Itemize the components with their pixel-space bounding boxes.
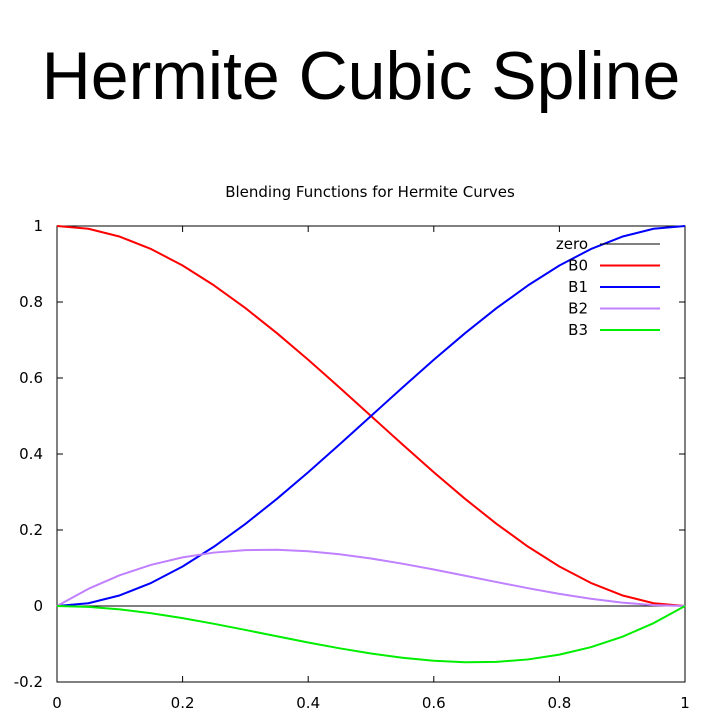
legend-label-b2: B2 — [568, 300, 588, 318]
slide-title: Hermite Cubic Spline — [41, 38, 681, 114]
legend-label-b0: B0 — [568, 257, 588, 275]
series-line-b2 — [56, 548, 686, 607]
y-tick-label: 0 — [33, 597, 43, 615]
chart-title: Blending Functions for Hermite Curves — [225, 183, 515, 201]
x-tick-label: 0 — [52, 694, 62, 712]
y-tick-label: 1 — [33, 217, 43, 235]
x-tick-label: 0.8 — [547, 694, 571, 712]
y-tick-label: 0.6 — [19, 369, 43, 387]
y-tick-label: -0.2 — [14, 673, 43, 691]
series-line-b1 — [56, 225, 686, 607]
tick-labels: 0 0.2 0.4 0.6 0.8 1 -0.2 0 0.2 0.4 0.6 0.8 1 — [14, 217, 690, 712]
legend: zero B0 B1 B2 B3 — [556, 235, 660, 339]
x-tick-label: 0.2 — [171, 694, 195, 712]
legend-label-zero: zero — [556, 235, 588, 253]
y-tick-label: 0.4 — [19, 445, 43, 463]
x-tick-label: 0.4 — [296, 694, 320, 712]
x-tick-label: 0.6 — [422, 694, 446, 712]
legend-label-b3: B3 — [568, 321, 588, 339]
legend-label-b1: B1 — [568, 278, 588, 296]
y-tick-label: 0.8 — [19, 293, 43, 311]
series-line-b3 — [56, 605, 686, 664]
x-tick-label: 1 — [680, 694, 690, 712]
y-tick-label: 0.2 — [19, 521, 43, 539]
series-lines — [56, 225, 686, 664]
